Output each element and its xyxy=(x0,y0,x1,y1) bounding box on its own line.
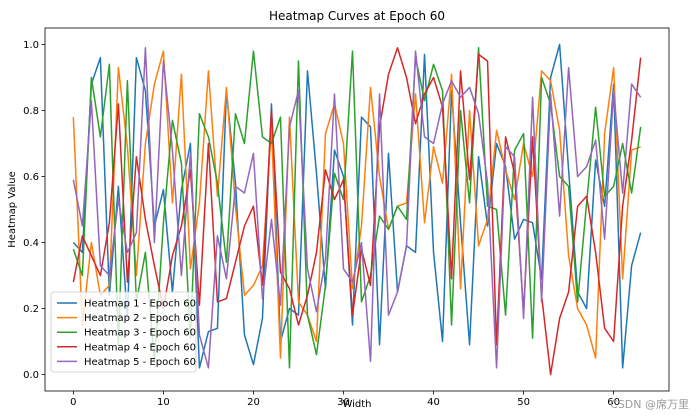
x-tick-label: 40 xyxy=(427,397,440,408)
y-tick-label: 0.2 xyxy=(23,304,39,315)
plot-frame xyxy=(44,27,670,392)
y-tick-label: 1.0 xyxy=(23,40,39,51)
legend: Heatmap 1 - Epoch 60 Heatmap 2 - Epoch 60… xyxy=(50,291,197,373)
x-axis: 0 10 20 30 40 50 60 xyxy=(70,391,620,408)
y-tick-label: 0.0 xyxy=(23,370,39,381)
y-tick-label: 0.8 xyxy=(23,106,39,117)
legend-label: Heatmap 3 - Epoch 60 xyxy=(84,328,196,339)
x-tick-label: 30 xyxy=(337,397,350,408)
x-tick-label: 20 xyxy=(247,397,260,408)
legend-box xyxy=(50,291,197,373)
y-axis: 0.0 0.2 0.4 0.6 0.8 1.0 xyxy=(23,40,45,381)
series-line-3 xyxy=(72,47,642,369)
legend-label: Heatmap 1 - Epoch 60 xyxy=(84,299,196,310)
x-tick-label: 60 xyxy=(607,397,620,408)
chart-title: Heatmap Curves at Epoch 60 xyxy=(269,9,445,23)
series-line-2 xyxy=(72,50,641,359)
x-tick-label: 50 xyxy=(517,397,530,408)
x-axis-title: Width xyxy=(342,399,371,410)
y-tick-label: 0.6 xyxy=(23,172,39,183)
legend-label: Heatmap 5 - Epoch 60 xyxy=(84,357,196,368)
y-tick-label: 0.4 xyxy=(23,238,39,249)
series-line-1 xyxy=(72,43,642,369)
watermark: CSDN @席万里 xyxy=(610,398,689,411)
y-axis-title: Heatmap Value xyxy=(7,171,18,248)
series-group xyxy=(72,43,642,376)
x-tick-label: 0 xyxy=(70,397,76,408)
legend-label: Heatmap 2 - Epoch 60 xyxy=(84,313,196,324)
x-tick-label: 10 xyxy=(157,397,170,408)
series-line-4 xyxy=(72,47,642,376)
series-line-5 xyxy=(72,47,642,369)
legend-label: Heatmap 4 - Epoch 60 xyxy=(84,342,196,353)
